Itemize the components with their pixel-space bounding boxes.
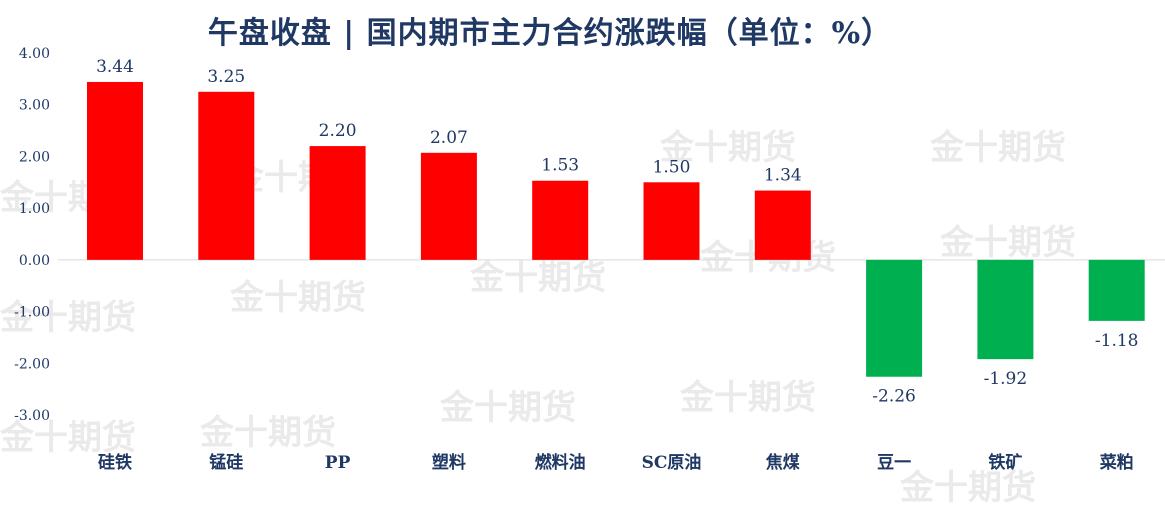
x-tick-label: PP <box>325 453 351 473</box>
data-label: 1.53 <box>541 156 579 176</box>
y-tick-label: 0.00 <box>19 253 50 269</box>
y-tick-label: 2.00 <box>19 149 50 165</box>
data-label: -1.18 <box>1095 331 1139 351</box>
chart-title: 午盘收盘 | 国内期市主力合约涨跌幅（单位：%） <box>207 16 893 51</box>
data-label: -1.92 <box>984 369 1028 389</box>
y-tick-label: 4.00 <box>19 46 50 62</box>
bar-chart: 4.00 3.00 2.00 1.00 0.00 -1.00 -2.00 -3.00 3.44 硅… <box>14 46 1165 473</box>
bar <box>643 182 700 260</box>
bar <box>1088 259 1145 321</box>
x-tick-label: SC原油 <box>642 452 702 473</box>
data-label: 1.34 <box>764 166 802 186</box>
y-tick-label: 3.00 <box>19 98 50 114</box>
watermark-text: 金十期货 <box>230 278 366 318</box>
x-tick-label: 燃料油 <box>535 452 586 473</box>
bar <box>309 146 366 260</box>
watermark-text: 金十期货 <box>200 413 336 453</box>
watermark-text: 金十期货 <box>440 388 576 428</box>
data-label: 2.07 <box>430 128 468 148</box>
bar <box>977 259 1034 360</box>
x-tick-label: 硅铁 <box>98 452 132 473</box>
data-label: 1.50 <box>653 157 691 177</box>
watermark-text: 金十期货 <box>680 378 816 418</box>
bar <box>532 180 589 260</box>
watermark-text: 金十期货 <box>930 128 1066 168</box>
y-tick-label: -1.00 <box>14 305 50 321</box>
y-tick-label: 1.00 <box>19 201 50 217</box>
y-tick-label: -3.00 <box>14 408 50 424</box>
watermark-text: 金十期货 <box>660 128 796 168</box>
watermark-text: 金十期货 <box>940 223 1076 263</box>
bar <box>87 81 143 260</box>
x-tick-label: 锰硅 <box>209 452 243 473</box>
data-label: 2.20 <box>319 121 357 141</box>
y-tick-label: -2.00 <box>14 356 50 372</box>
x-tick-label: 菜粕 <box>1099 452 1134 473</box>
data-label: 3.44 <box>96 57 134 77</box>
x-tick-label: 焦煤 <box>765 452 800 473</box>
bar <box>866 259 923 377</box>
bar <box>754 190 811 260</box>
bar <box>420 152 477 260</box>
data-label: -2.26 <box>872 387 916 407</box>
bar <box>198 91 255 260</box>
x-tick-label: 塑料 <box>432 452 466 473</box>
watermark-text: 金十期货 <box>0 298 136 338</box>
watermark-text: 金十期货 <box>470 258 606 298</box>
watermark-text: 金十期货 <box>0 418 136 458</box>
data-label: 3.25 <box>207 67 245 87</box>
x-tick-label: 豆一 <box>877 453 911 473</box>
x-tick-label: 铁矿 <box>988 452 1022 473</box>
